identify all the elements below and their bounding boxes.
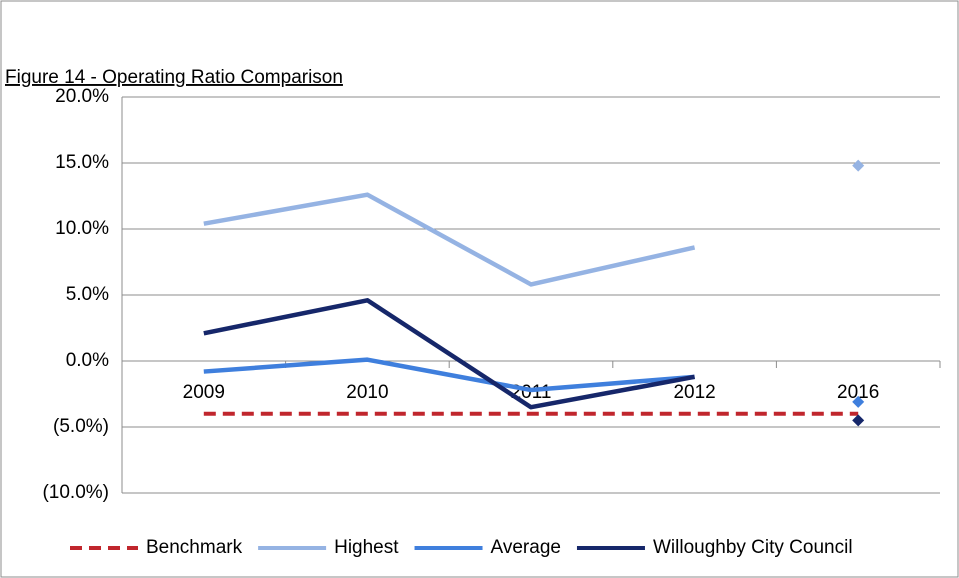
x-tick-label: 2010 [346,382,388,403]
legend-label: Highest [334,537,399,558]
y-tick-label: 15.0% [55,152,109,173]
y-tick-label: 20.0% [55,86,109,107]
point-marker [852,414,865,427]
legend-label: Willoughby City Council [653,537,853,558]
y-tick-label: 5.0% [66,284,109,305]
legend-label: Average [491,537,561,558]
y-tick-label: 10.0% [55,218,109,239]
point-marker [852,395,865,408]
y-tick-label: (10.0%) [42,482,109,503]
series-line [203,298,696,410]
series-line [203,192,696,287]
y-tick-label: (5.0%) [53,416,109,437]
x-tick-label: 2016 [837,382,879,403]
series-line [203,357,695,393]
chart-title: Figure 14 - Operating Ratio Comparison [5,67,343,88]
x-tick-label: 2009 [183,382,225,403]
x-tick-label: 2012 [673,382,715,403]
point-marker [852,159,865,172]
legend-label: Benchmark [146,537,243,558]
y-tick-label: 0.0% [66,350,109,371]
